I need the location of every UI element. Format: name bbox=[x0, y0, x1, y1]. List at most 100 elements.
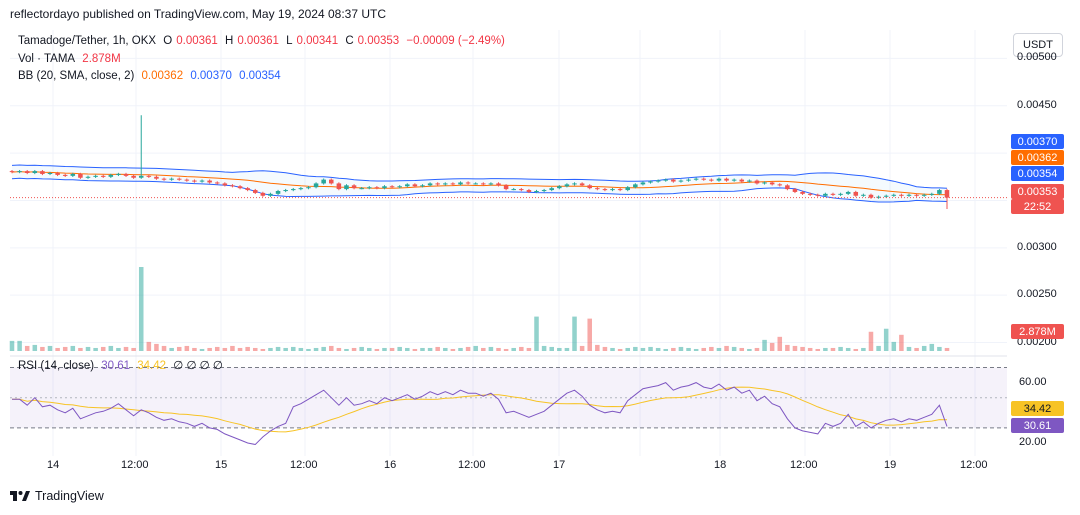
volume-bar bbox=[47, 345, 53, 351]
candle-body bbox=[131, 175, 136, 178]
candle-body bbox=[800, 191, 805, 194]
time-tick-label: 18 bbox=[714, 459, 727, 471]
volume-bar bbox=[169, 347, 174, 351]
candle-body bbox=[777, 184, 783, 186]
time-tick-label: 17 bbox=[553, 459, 566, 471]
volume-bar bbox=[785, 344, 790, 351]
symbol-name[interactable]: Tamadoge/Tether, 1h, OKX bbox=[18, 35, 157, 47]
volume-bar bbox=[367, 347, 372, 351]
footer-brand[interactable]: TradingView bbox=[10, 489, 104, 503]
volume-bar bbox=[823, 347, 828, 351]
candle-body bbox=[47, 173, 53, 175]
time-tick-label: 15 bbox=[215, 459, 228, 471]
close-label: C bbox=[345, 35, 354, 47]
candle-body bbox=[602, 189, 608, 191]
candle-body bbox=[176, 178, 182, 180]
bb-upper-value: 0.00370 bbox=[190, 70, 232, 82]
legend-volume-row[interactable]: Vol · TAMA 2.878M bbox=[18, 53, 125, 65]
volume-bar bbox=[405, 347, 410, 351]
candle-body bbox=[199, 180, 205, 182]
volume-bar bbox=[724, 345, 729, 351]
volume-bar bbox=[427, 347, 433, 351]
volume-bar bbox=[754, 347, 760, 351]
volume-bar bbox=[579, 345, 585, 351]
time-tick-label: 12:00 bbox=[121, 459, 149, 471]
volume-bar bbox=[374, 348, 380, 351]
candle-body bbox=[481, 183, 486, 185]
volume-bar bbox=[701, 347, 707, 351]
volume-bar bbox=[503, 348, 509, 351]
candle-body bbox=[412, 184, 418, 187]
volume-bar bbox=[116, 347, 121, 351]
volume-bar bbox=[671, 347, 676, 351]
volume-bar bbox=[686, 347, 691, 351]
volume-bar bbox=[769, 342, 775, 351]
volume-bar bbox=[693, 348, 699, 351]
candle-body bbox=[450, 183, 456, 185]
time-tick-label: 12:00 bbox=[458, 459, 486, 471]
volume-bar bbox=[420, 347, 425, 351]
volume-bar bbox=[747, 348, 752, 351]
candle-body bbox=[739, 179, 745, 182]
volume-bar bbox=[807, 347, 813, 351]
volume-bar bbox=[488, 346, 494, 351]
candle-body bbox=[838, 193, 843, 195]
bb-basis-line bbox=[11, 171, 948, 196]
legend-bb-row[interactable]: BB (20, SMA, close, 2) 0.00362 0.00370 0… bbox=[18, 70, 285, 82]
volume-bar bbox=[55, 347, 60, 351]
rsi-lines bbox=[12, 382, 948, 446]
volume-bar bbox=[154, 343, 159, 351]
volume-bar bbox=[678, 346, 684, 351]
time-tick-label: 16 bbox=[384, 459, 397, 471]
volume-bar bbox=[161, 345, 167, 351]
candle-body bbox=[891, 194, 897, 196]
price-tick-label: 0.00250 bbox=[1017, 288, 1057, 301]
volume-bar bbox=[146, 341, 152, 351]
time-tick-label: 12:00 bbox=[960, 459, 988, 471]
candle-body bbox=[671, 179, 676, 182]
candle-body bbox=[245, 188, 250, 191]
volume-bar bbox=[762, 339, 767, 351]
rsi-value: 30.61 bbox=[101, 360, 131, 372]
candle-body bbox=[503, 185, 509, 190]
volume-bar bbox=[359, 346, 364, 351]
candle-body bbox=[321, 179, 326, 184]
rsi-ma-tag: 34.42 bbox=[1011, 401, 1064, 416]
candle-body bbox=[374, 187, 380, 189]
candle-body bbox=[344, 185, 349, 190]
volume-bar bbox=[572, 316, 577, 351]
volume-bar bbox=[595, 344, 600, 351]
rsi-band bbox=[10, 367, 1007, 429]
volume-bar bbox=[62, 346, 68, 351]
volume-bar bbox=[260, 348, 266, 351]
candle-body bbox=[762, 182, 767, 184]
volume-bar bbox=[496, 347, 501, 351]
candles bbox=[9, 115, 1007, 209]
candle-body bbox=[861, 194, 866, 196]
candle-body bbox=[853, 191, 859, 196]
volume-bar bbox=[40, 346, 45, 351]
candle-body bbox=[443, 183, 448, 185]
volume-bar bbox=[891, 341, 897, 351]
candle-body bbox=[298, 188, 304, 190]
candle-body bbox=[610, 189, 615, 191]
bb-upper-tag: 0.00370 bbox=[1011, 134, 1064, 149]
volume-bar bbox=[845, 347, 851, 351]
volume-bar bbox=[9, 340, 15, 351]
volume-bar bbox=[648, 346, 653, 351]
legend-rsi-row[interactable]: RSI (14, close) 30.61 34.42 ∅ ∅ ∅ ∅ bbox=[18, 358, 227, 372]
volume-bar bbox=[389, 347, 395, 351]
candle-body bbox=[807, 193, 813, 195]
high-label: H bbox=[225, 35, 234, 47]
volume-bar bbox=[138, 267, 144, 351]
candle-body bbox=[709, 179, 714, 181]
volume-bar bbox=[283, 347, 288, 351]
candle-body bbox=[290, 189, 296, 191]
candle-body bbox=[754, 180, 760, 184]
volume-bar bbox=[617, 348, 623, 351]
volume-bar bbox=[876, 345, 881, 351]
currency-button[interactable]: USDT bbox=[1013, 33, 1063, 57]
candle-body bbox=[169, 178, 174, 180]
open-value: 0.00361 bbox=[176, 35, 218, 47]
